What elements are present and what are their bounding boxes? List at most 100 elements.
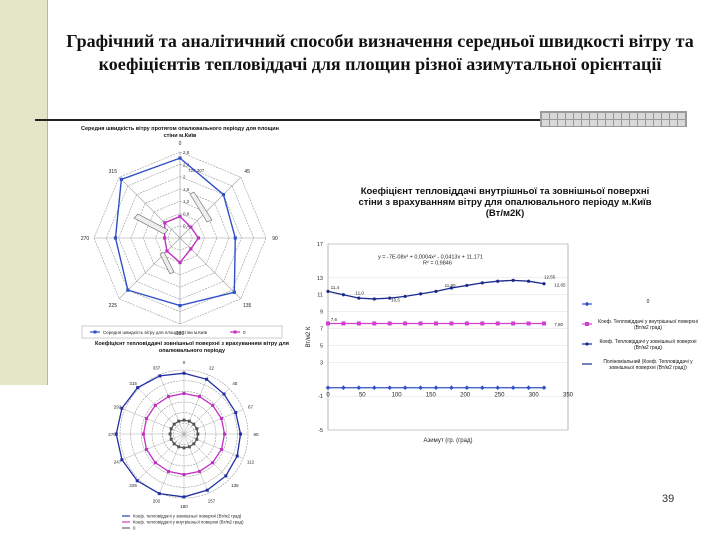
radar1-ring-label: 1,2 xyxy=(183,199,190,204)
radar1-series-point xyxy=(178,303,182,308)
line1-ytick-label: 5 xyxy=(320,343,323,349)
radar1-axis xyxy=(179,237,242,300)
line1-series-point xyxy=(418,292,423,296)
radar1-ring xyxy=(93,151,267,325)
radar2-series-point xyxy=(234,411,238,415)
radar2-series-point xyxy=(157,492,161,496)
line1-ytick-label: 11 xyxy=(317,293,323,299)
line1-point-label: 12,65 xyxy=(554,282,566,287)
radar2-series-point xyxy=(223,432,227,436)
line1-xtick-label: 250 xyxy=(494,393,505,399)
title-rule xyxy=(35,119,540,121)
line1-ytick-label: 3 xyxy=(320,360,323,366)
line1-series-point xyxy=(372,297,376,301)
radar2-direction-label: 0 xyxy=(183,360,186,365)
line1-ytick-label: 13 xyxy=(317,276,323,282)
radar1-direction-label: 0 xyxy=(179,141,182,147)
radar2-axis xyxy=(183,433,209,494)
line1-series-point xyxy=(434,289,438,293)
line1-series-point xyxy=(510,385,516,391)
radar2-series-point xyxy=(153,461,157,465)
radar2-series-point xyxy=(153,403,157,407)
radar1-arrow xyxy=(189,191,213,223)
radar2-series-point xyxy=(166,395,170,399)
wind-speed-radar-chart: Середня швидкість вітру протягом опалюва… xyxy=(81,126,283,339)
radar2-series-point xyxy=(169,437,173,441)
radar1-series-point xyxy=(165,249,169,253)
radar1-arrow xyxy=(133,213,169,235)
line1-series-point xyxy=(495,385,501,391)
radar1-series-point xyxy=(196,236,201,240)
line1-series-point xyxy=(449,286,454,290)
radar2-axis xyxy=(183,433,230,480)
radar2-legend-label: Коеф. тепловіддачі у зовнішньої поверхні… xyxy=(133,514,242,519)
radar2-axis xyxy=(183,409,244,435)
line1-xtick-label: 50 xyxy=(359,393,366,399)
radar1-series-point xyxy=(178,260,182,265)
radar1-legend-label: Середня швидкість вітру для площин стіни… xyxy=(103,330,208,335)
radar1-ring-label: 1,6 xyxy=(183,187,190,192)
line1-xtick-label: 300 xyxy=(529,393,540,399)
line1-series-point xyxy=(371,385,377,391)
line1-ytick-label: 17 xyxy=(317,242,323,248)
radar1-ring-label: 2,4 xyxy=(183,162,190,167)
radar1-ring-label: 0,8 xyxy=(183,211,190,216)
radar1-direction-label: 225 xyxy=(109,303,118,309)
radar2-series-point xyxy=(182,391,186,395)
radar1-ring-label: 2,8 xyxy=(183,150,190,155)
line1-series-point xyxy=(542,282,546,286)
radar2-series-point xyxy=(182,418,186,422)
line1-series-point xyxy=(341,293,346,297)
line1-legend-marker xyxy=(585,342,589,346)
line1-title: Коефіцієнт тепловіддачі внутрішньої та з… xyxy=(358,186,651,219)
radar1-ring-label: 0,4 xyxy=(183,224,190,229)
radar1-series-point xyxy=(126,288,130,292)
radar2-direction-label: 112 xyxy=(247,460,255,465)
line1-plot-area xyxy=(327,243,569,431)
radar2-series-point xyxy=(196,432,200,436)
line1-legend-marker xyxy=(585,322,589,326)
line1-series-point xyxy=(341,385,346,391)
left-decor-strip xyxy=(0,0,47,385)
radar1-series-point xyxy=(163,236,167,240)
radar2-series-point xyxy=(145,416,149,420)
line1-legend-label: Поліноміальний (Коеф. Тепловіддачі у зовн… xyxy=(603,358,693,371)
radar2-series-point xyxy=(192,442,196,446)
radar2-series-point xyxy=(172,422,176,426)
line1-series-point xyxy=(357,296,361,300)
radar1-direction-label: 90 xyxy=(272,236,278,242)
radar2-direction-label: 247 xyxy=(114,460,122,465)
radar2-series-point xyxy=(166,469,170,473)
radar1-series-point xyxy=(163,221,167,225)
radar1-series-point xyxy=(189,225,193,229)
line1-series-point xyxy=(479,385,485,391)
line1-series-point xyxy=(387,321,392,326)
radar2-series-point xyxy=(141,432,145,436)
line1-series-point xyxy=(326,321,330,326)
radar1-direction-label: 270 xyxy=(81,236,90,242)
line1-xtick-label: 150 xyxy=(426,393,437,399)
radar2-series-point xyxy=(158,374,162,378)
line1-r2: R² = 0,9846 xyxy=(423,260,452,266)
radar2-legend-label: Коеф. тепловіддачі у внутрішньої поверхн… xyxy=(133,520,244,525)
slide-number: 39 xyxy=(662,493,675,505)
radar1-legend-marker xyxy=(233,330,237,334)
radar2-axis xyxy=(183,374,209,435)
line1-point-label: 11,80 xyxy=(445,283,456,288)
line1-ytick-label: -1 xyxy=(318,394,323,400)
radar1-title: Середня швидкість вітру протягом опалюва… xyxy=(81,126,279,139)
left-decor-line xyxy=(47,0,48,385)
radar1-series-point xyxy=(233,236,237,240)
radar2-direction-label: 337 xyxy=(153,365,161,370)
radar2-series-point xyxy=(182,473,186,477)
line1-series-point xyxy=(325,385,331,391)
radar2-direction-label: 90 xyxy=(253,432,259,437)
line1-point-label: 10,5 xyxy=(391,297,400,302)
line1-point-label: 7,6 xyxy=(331,317,338,322)
radar2-series-point xyxy=(219,416,223,420)
line1-legend-label: 0 xyxy=(647,299,650,305)
radar2-series-point xyxy=(222,392,226,396)
radar2-series-point xyxy=(120,458,124,462)
line1-series-point xyxy=(480,281,484,285)
heat-transfer-line-chart: Коефіцієнт тепловіддачі внутрішньої та з… xyxy=(306,186,698,444)
